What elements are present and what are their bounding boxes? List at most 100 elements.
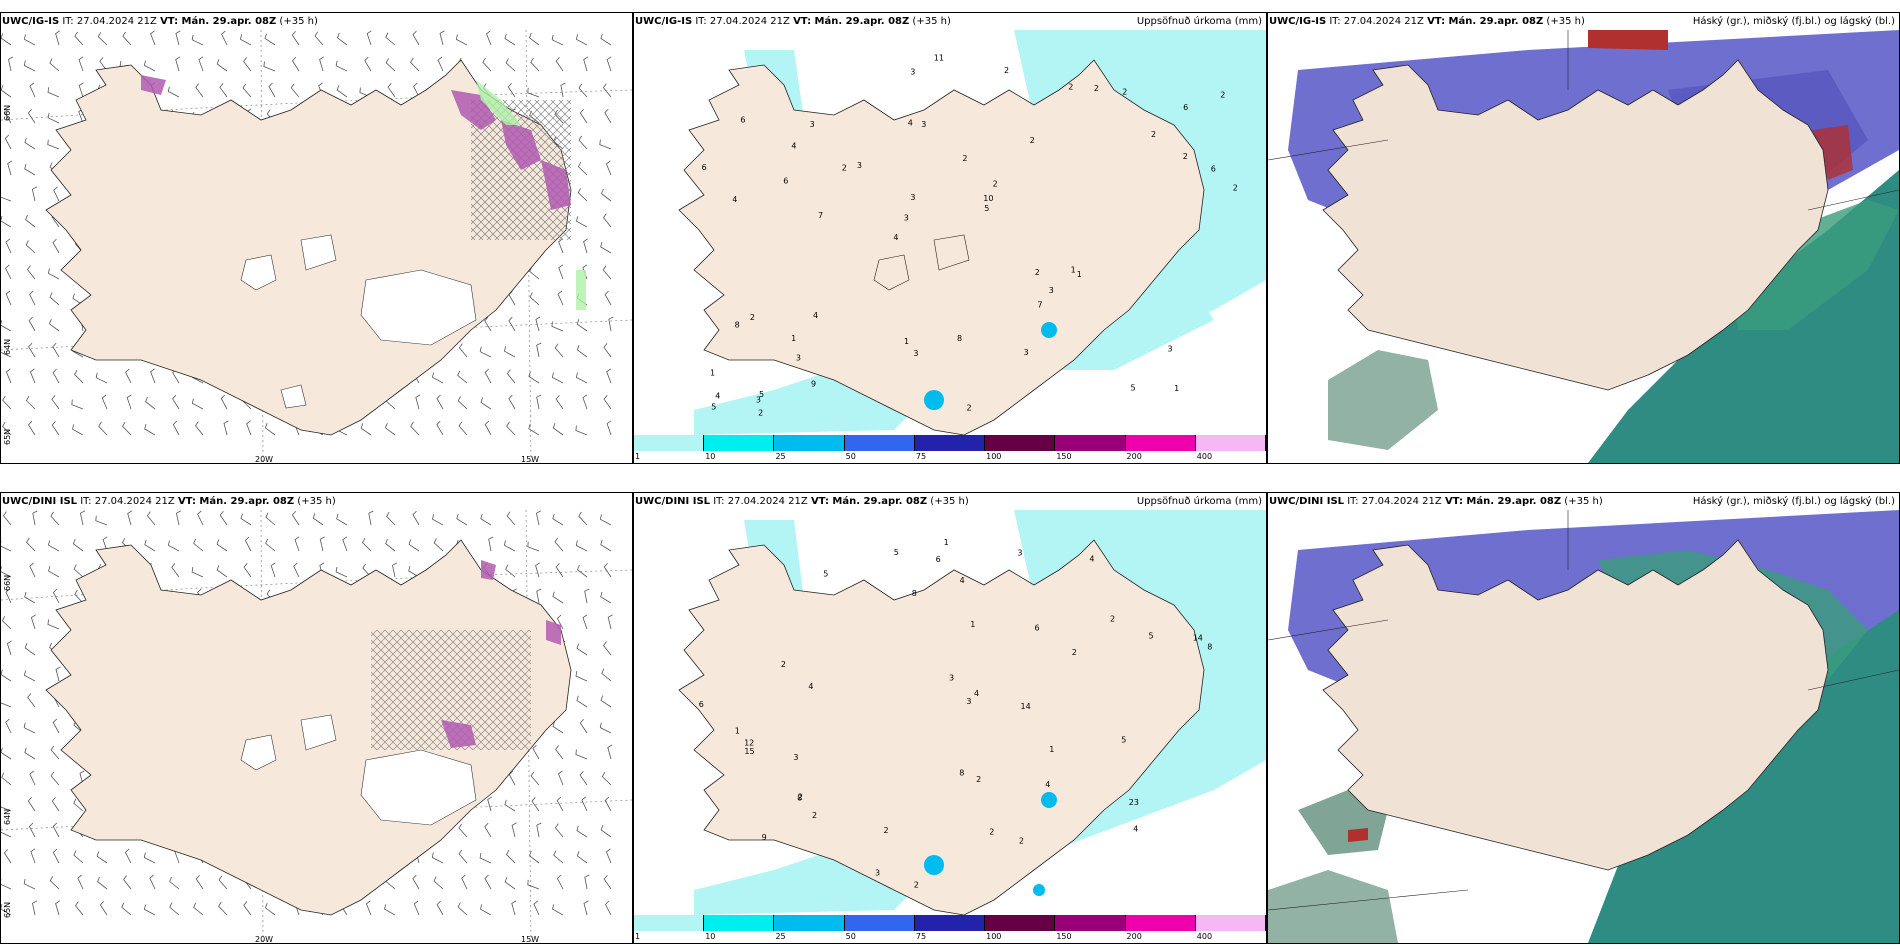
precip-value-label: 1	[1077, 270, 1082, 279]
precip-map[interactable]: 9 4 5 2 2 4 3 2 5 2 1 1 4 3 2 5 4 6 8 3 2 6 8 4 3 2 12 3 1 1 2 2 2 8 23 15 1…	[634, 510, 1266, 943]
precip-value-label: 4	[893, 233, 898, 242]
wind-barb	[3, 848, 12, 864]
wind-barb	[505, 564, 516, 578]
wind-barb	[216, 565, 228, 578]
wind-barb	[385, 58, 396, 72]
wind-barb	[576, 695, 588, 708]
wind-barb	[24, 137, 36, 150]
cloud-map[interactable]	[1268, 30, 1899, 463]
wind-barb	[243, 901, 252, 916]
wind-barb	[412, 510, 420, 526]
precip-value-label: 2	[1151, 130, 1156, 139]
cloud-map[interactable]	[1268, 510, 1899, 943]
wind-barb	[191, 34, 204, 46]
wind-barb	[555, 57, 564, 72]
wind-barb	[53, 186, 60, 202]
precip-value-label: 3	[857, 161, 862, 170]
precip-value-label: 12	[744, 739, 754, 748]
precip-value-label: 3	[949, 673, 954, 682]
init-time: IT: 27.04.2024 21Z	[62, 16, 157, 27]
precip-value-label: 2	[812, 811, 817, 820]
wind-map[interactable]	[1, 510, 632, 943]
colorbar-tick-label: 100	[986, 452, 1002, 461]
wind-barb	[484, 874, 492, 890]
precip-map[interactable]: 1 4 6 4 2 5 4 2 2 3 1 3 3 2 1 6 3 2 2 2 3 1 3 3 2 4 5 3 1 2 2 6 7 9 6 10 4 3 5…	[634, 30, 1266, 463]
wind-barb	[1, 33, 12, 46]
wind-barb	[175, 30, 181, 46]
wind-barb	[527, 541, 540, 552]
wind-barb	[219, 511, 228, 526]
wind-barb	[528, 32, 540, 46]
cloud-panel-row1: UWC/IG-IS IT: 27.04.2024 21Z VT: Mán. 29…	[1267, 12, 1900, 464]
precip-value-label: 3	[910, 193, 915, 202]
wind-barb	[97, 876, 108, 890]
wind-barb	[1, 85, 12, 98]
wind-barb	[536, 394, 542, 410]
wind-barb	[5, 290, 12, 306]
wind-barb	[8, 56, 14, 72]
wind-barb	[385, 538, 396, 552]
wind-barb	[52, 848, 60, 864]
colorbar-swatch	[1125, 435, 1196, 451]
wind-barb	[314, 31, 324, 46]
wind-barb	[575, 34, 588, 46]
lead-time: (+35 h)	[279, 16, 318, 27]
wind-barb	[392, 562, 398, 578]
wind-barb	[384, 422, 396, 436]
wind-barb	[511, 900, 517, 916]
wind-barb	[410, 421, 420, 436]
wind-barb	[576, 345, 588, 358]
wind-barb	[576, 643, 588, 656]
colorbar-tick-label: 1	[635, 932, 641, 941]
wind-barb	[600, 591, 612, 604]
precip-value-label: 3	[796, 353, 801, 362]
wind-barb	[240, 513, 252, 526]
wind-barb	[5, 238, 12, 254]
wind-barb	[555, 395, 564, 410]
wind-barb	[581, 796, 588, 812]
lead-time: (+35 h)	[912, 16, 951, 27]
wind-barb	[145, 396, 156, 410]
wind-map[interactable]	[1, 30, 632, 463]
colorbar-swatch	[1055, 435, 1126, 451]
wind-barb	[47, 139, 60, 150]
colorbar-tick-label: 25	[775, 452, 786, 461]
wind-barb	[198, 56, 204, 72]
wind-barb	[1, 566, 12, 578]
lat-label-66n: 66N	[3, 104, 12, 121]
panel-header: UWC/DINI ISL IT: 27.04.2024 21Z VT: Mán.…	[634, 493, 1266, 510]
precip-value-label: 5	[711, 403, 716, 412]
precip-value-label: 2	[884, 826, 889, 835]
precip-value-label: 4	[791, 142, 796, 151]
wind-barb	[265, 512, 276, 526]
wind-barb	[169, 902, 180, 916]
precip-value-label: 2	[1094, 84, 1099, 93]
wind-barb	[575, 671, 588, 682]
wind-barb	[535, 562, 541, 578]
wind-barb	[335, 566, 348, 578]
wind-barb	[458, 421, 468, 436]
precip-value-label: 4	[908, 119, 913, 128]
valid-time: VT: Mán. 29.apr. 08Z	[1444, 496, 1562, 507]
wind-barb	[504, 33, 516, 46]
wind-panel-row2: UWC/DINI ISL IT: 27.04.2024 21Z VT: Mán.…	[0, 492, 633, 944]
wind-barb	[79, 770, 85, 786]
wind-barb	[123, 875, 132, 890]
precip-value-label: 2	[1035, 268, 1040, 277]
wind-barb	[32, 510, 38, 526]
valid-time: VT: Mán. 29.apr. 08Z	[160, 16, 277, 27]
wind-barb	[602, 265, 612, 280]
wind-barb	[50, 771, 60, 786]
wind-barb	[167, 540, 180, 552]
precip-value-label: 7	[818, 211, 823, 220]
wind-barb	[457, 396, 468, 410]
precip-value-label: 2	[1019, 836, 1024, 845]
precip-value-label: 2	[1110, 615, 1115, 624]
wind-barb	[31, 186, 37, 202]
model-name: UWC/IG-IS	[2, 16, 60, 27]
wind-barb	[23, 878, 36, 890]
wind-barb	[535, 510, 541, 526]
wind-barb	[536, 588, 542, 604]
wind-barb	[600, 539, 612, 552]
wind-barb	[532, 744, 540, 760]
